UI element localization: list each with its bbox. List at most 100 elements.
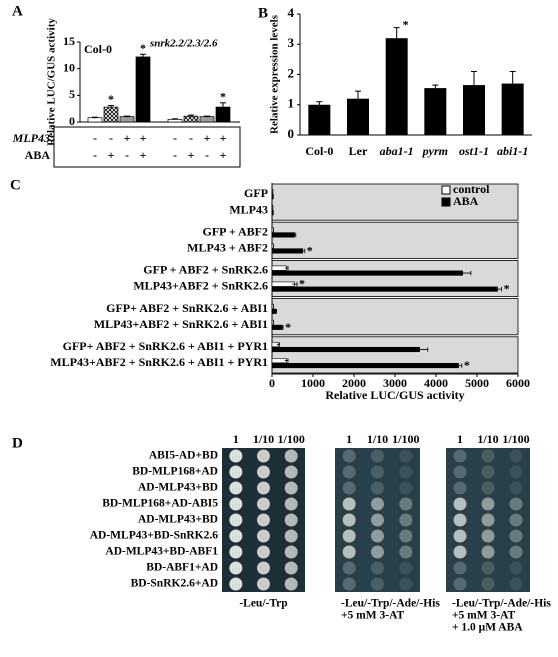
row-label: GFP + ABF2 + SnRK2.6 [143,263,268,277]
x-tick-label: 6000 [506,376,530,390]
legend-label: ABA [453,194,479,208]
yeast-spot [371,465,384,479]
yeast-spot [509,529,523,543]
condition-sign: - [125,148,129,162]
row-group [271,183,519,221]
yeast-spot [399,529,413,543]
bar [463,85,485,135]
plate-caption: -Leu/-Trp [239,598,287,610]
condition-sign: - [189,131,193,145]
row-label: MLP43+ABF2 + SnRK2.6 [133,279,268,293]
yeast-spot [342,497,356,511]
condition-sign: + [124,131,131,145]
y-axis-label: Relative expression levels [269,14,281,134]
yeast-spot [284,577,298,591]
dilution-label: 1/100 [277,432,304,446]
dilution-label: 1 [346,432,352,446]
x-tick-label: 2000 [342,376,366,390]
y-axis-label: Relative LUC/GUS activity [46,18,58,146]
dilution-label: 1 [233,432,239,446]
yeast-spot [229,449,243,463]
yeast-spot [257,513,270,527]
yeast-spot [342,577,356,591]
plate-caption: +5 mM 3-AT [341,610,405,622]
yeast-spot [481,513,495,527]
legend-swatch [441,185,451,195]
yeast-spot [453,481,467,495]
bar [501,83,524,135]
bar [199,116,215,123]
yeast-spot [342,561,356,575]
yeast-spot [342,481,356,495]
legend-label: control [453,182,490,196]
yeast-spot [453,577,467,591]
yeast-spot [481,561,495,575]
plate-caption: -Leu/-Trp/-Ade/-His [452,598,551,610]
row-label: GFP+ ABF2 + SnRK2.6 + ABI1 [106,301,268,315]
bar [271,286,498,292]
yeast-spot [399,545,413,559]
condition-sign: + [108,148,115,162]
condition-sign: + [220,131,227,145]
yeast-spot [509,561,523,575]
yeast-spot [509,545,523,559]
yeast-spot [229,561,243,575]
row-label: BD-ABF1+AD [146,562,218,574]
yeast-spot [229,545,243,559]
row-label: BD-MLP168+AD-ABI5 [102,498,218,510]
yeast-spot [481,529,495,543]
condition-sign: + [220,148,227,162]
plate-caption: +5 mM 3-AT [452,610,516,622]
y-tick-label: 3 [288,35,295,50]
row-label: BD-MLP168+AD [132,466,218,478]
bar [271,281,295,287]
group-label: Col-0 [84,42,112,56]
bar [271,363,459,369]
condition-sign: + [140,148,147,162]
condition-sign: + [204,131,211,145]
yeast-spot [399,449,413,463]
row-label: GFP + ABF2 [202,224,268,238]
yeast-spot [229,529,243,543]
row-label: ABI5-AD+BD [149,450,218,462]
yeast-spot [284,449,298,463]
plate-caption: + 1.0 μM ABA [452,622,523,634]
dilution-label: 1/10 [367,432,388,446]
condition-sign: - [109,131,113,145]
row-label: MLP43+ABF2 + SnRK2.6 + ABI1 + PYR1 [50,355,268,369]
y-tick-label: 2 [288,65,295,80]
yeast-spot [453,449,467,463]
yeast-spot [399,481,413,495]
panel-label: A [12,3,23,19]
panel-label: C [10,177,21,193]
yeast-spot [257,481,270,495]
dilution-label: 1/100 [392,432,419,446]
yeast-spot [453,561,467,575]
significance: * [464,358,470,372]
condition-name: ABA [25,148,51,162]
yeast-spot [257,545,270,559]
yeast-spot [229,497,243,511]
yeast-spot [453,545,467,559]
x-tick-label: aba1-1 [380,144,414,158]
y-tick-label: 0 [288,126,295,141]
bar [424,88,447,135]
row-label: AD-MLP43+BD [138,514,218,526]
x-tick-label: 3000 [383,376,407,390]
bar [385,38,408,136]
x-tick-label: Ler [349,144,368,158]
yeast-spot [371,529,384,543]
yeast-spot [509,465,523,479]
bar [271,270,463,276]
yeast-spot [481,449,495,463]
row-group [271,298,519,336]
yeast-spot [453,465,467,479]
plate-caption: -Leu/-Trp/-Ade/-His [341,598,440,610]
yeast-spot [481,545,495,559]
row-label: MLP43+ABF2 + SnRK2.6 + ABI1 [94,317,268,331]
bar [271,265,287,271]
x-tick-label: 4000 [424,376,448,390]
y-tick-label: 4 [288,5,295,20]
condition-table [53,126,241,168]
